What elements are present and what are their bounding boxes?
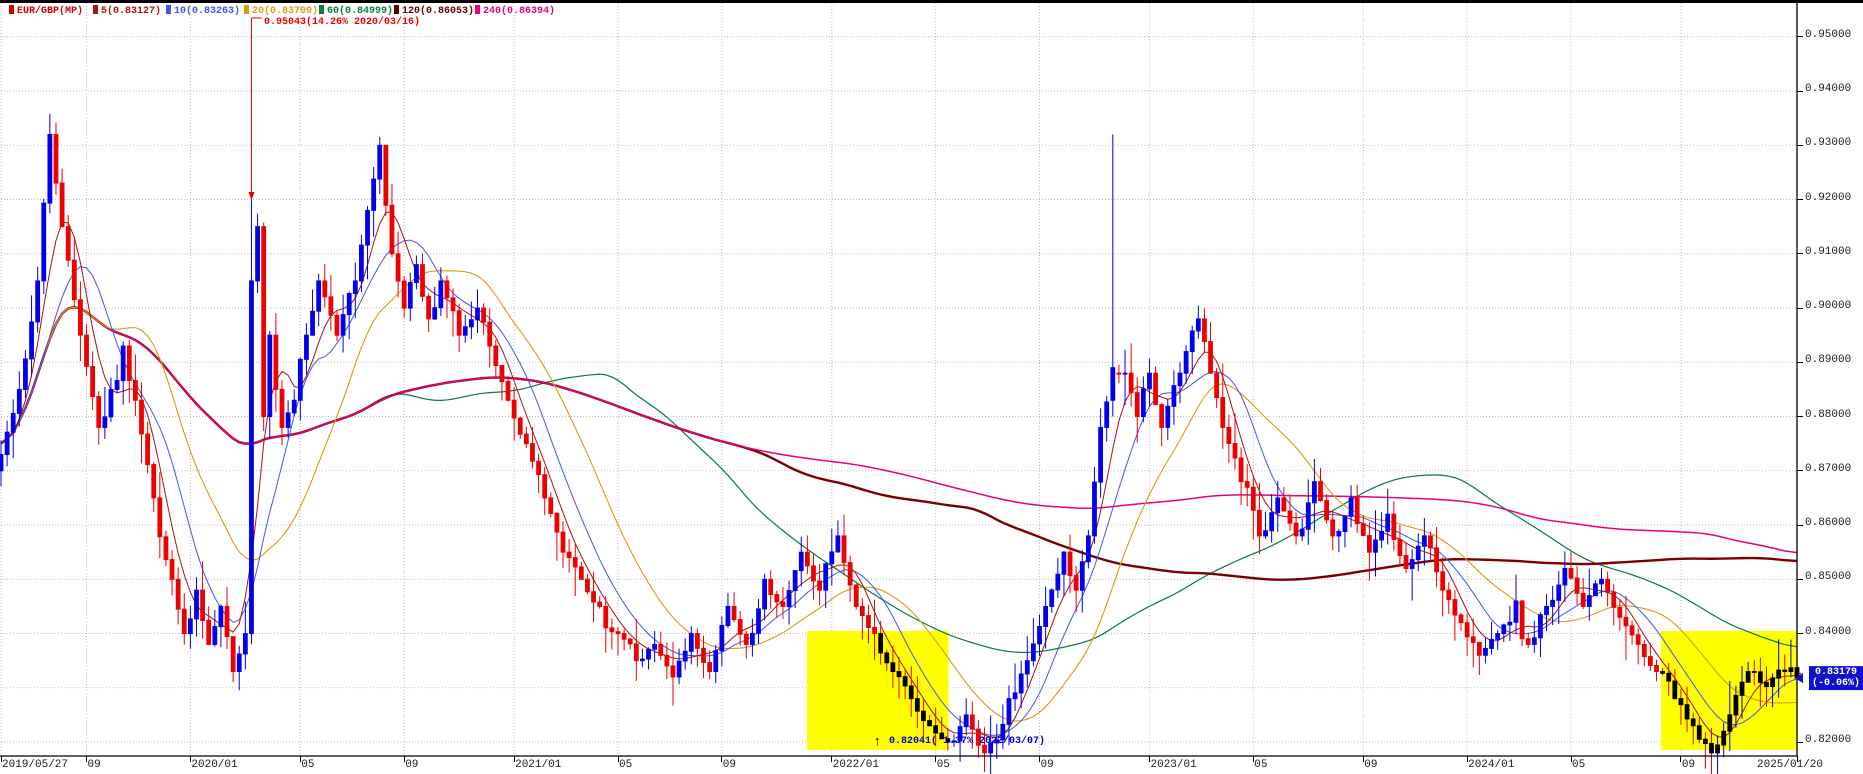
svg-text:↑: ↑ — [874, 733, 881, 748]
